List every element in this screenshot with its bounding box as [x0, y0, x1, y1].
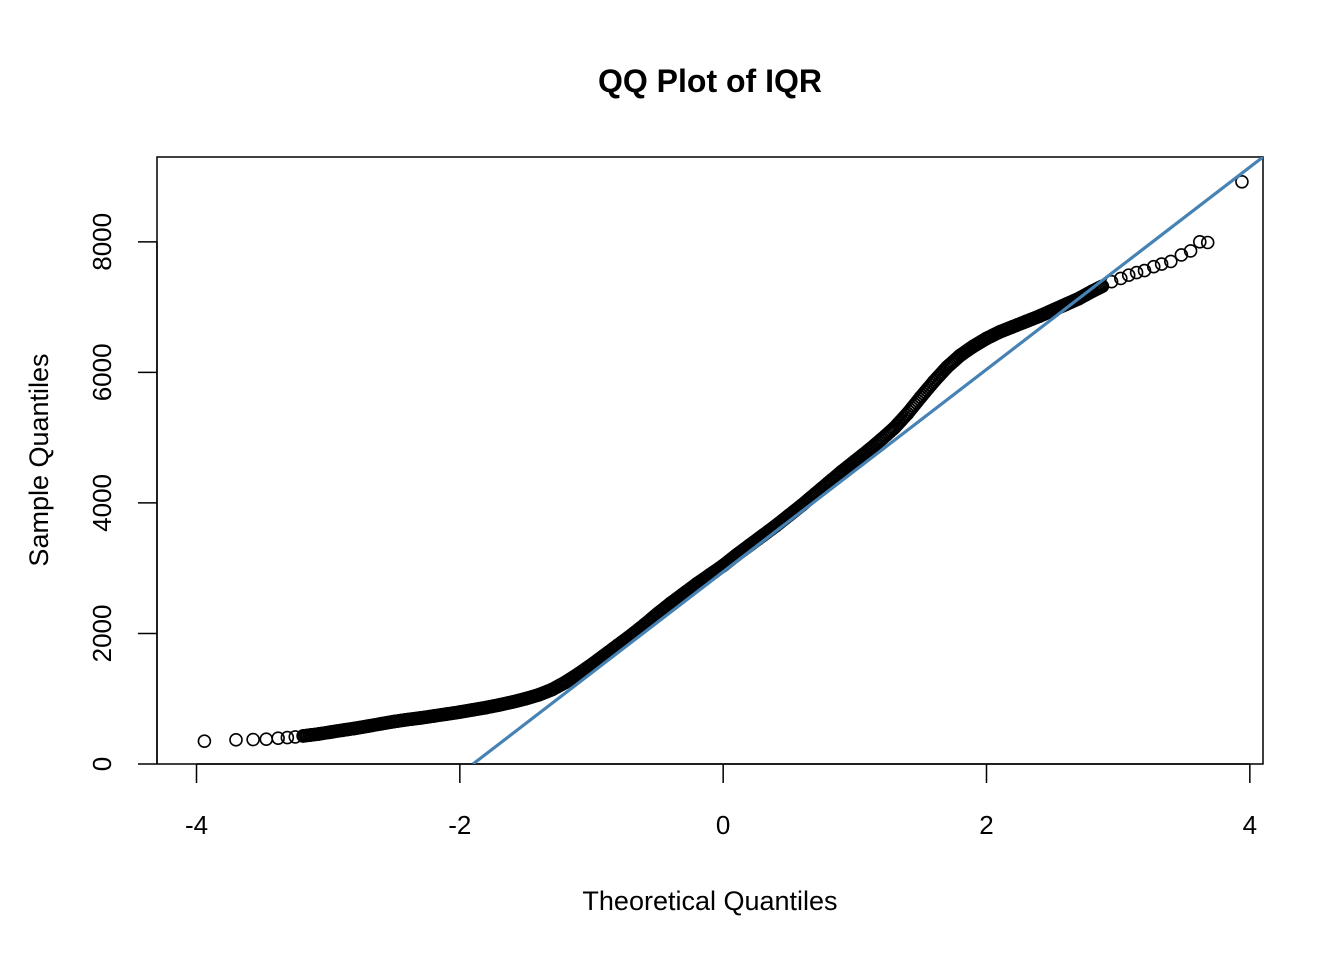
data-point: [690, 577, 704, 591]
data-point: [913, 390, 928, 404]
data-point: [271, 731, 285, 746]
data-point: [1174, 248, 1189, 262]
data-point: [259, 732, 274, 746]
x-tick-label: 0: [716, 810, 730, 840]
data-point: [834, 464, 849, 479]
data-point: [197, 734, 212, 748]
data-point: [1164, 254, 1178, 269]
data-point: [492, 698, 507, 712]
data-point: [360, 719, 375, 733]
data-point: [953, 348, 967, 363]
data-point: [1032, 309, 1046, 324]
data-point: [347, 721, 362, 736]
x-tick-label: 4: [1243, 810, 1257, 840]
data-point: [821, 475, 836, 490]
data-point: [374, 717, 388, 731]
y-tick-label: 0: [87, 757, 117, 771]
data-point: [426, 709, 441, 723]
data-point: [288, 730, 303, 744]
data-point: [887, 421, 902, 435]
x-axis-label: Theoretical Quantiles: [582, 886, 837, 916]
data-point: [571, 667, 586, 681]
plot-frame: [156, 156, 1264, 765]
data-point: [1146, 259, 1161, 274]
data-point: [304, 728, 318, 742]
reference-line: [472, 157, 1263, 764]
data-point: [558, 675, 572, 690]
x-tick-label: 2: [979, 810, 993, 840]
data-point: [979, 331, 994, 346]
data-point: [505, 695, 520, 709]
data-point: [900, 406, 915, 421]
data-point: [650, 607, 665, 621]
data-point: [1183, 244, 1198, 258]
reference-line-layer: [472, 157, 1263, 764]
y-tick-label: 2000: [87, 605, 117, 663]
data-point: [296, 729, 310, 743]
data-point: [400, 712, 414, 727]
data-point: [466, 703, 480, 717]
y-tick-label: 8000: [87, 213, 117, 271]
data-point: [927, 374, 941, 389]
data-point: [229, 733, 243, 747]
data-point: [940, 360, 954, 374]
data-point: [413, 711, 428, 725]
chart-title: QQ Plot of IQR: [598, 63, 822, 99]
data-point: [479, 700, 493, 715]
y-axis: 0 2000 4000 6000 8000: [87, 213, 158, 771]
data-point: [584, 657, 599, 672]
data-point: [874, 432, 888, 447]
data-point: [532, 688, 546, 702]
data-point: [1045, 303, 1060, 318]
data-point: [848, 454, 862, 468]
y-axis-label: Sample Quantiles: [24, 353, 54, 566]
x-tick-label: -2: [448, 810, 471, 840]
data-point: [1104, 274, 1119, 289]
data-point: [323, 725, 338, 739]
data-point: [280, 730, 295, 745]
data-points: [197, 175, 1249, 748]
data-point: [676, 586, 691, 601]
y-tick-label: 6000: [87, 343, 117, 401]
data-point: [1006, 319, 1020, 334]
data-point: [1137, 263, 1152, 278]
data-point: [387, 714, 401, 729]
x-axis: -4 -2 0 2 4: [185, 763, 1257, 840]
data-point: [334, 723, 349, 738]
data-point: [1129, 265, 1144, 280]
data-point: [246, 732, 260, 747]
data-point: [1071, 291, 1086, 306]
data-point: [1154, 257, 1169, 271]
data-point: [518, 691, 533, 706]
data-point: [663, 596, 678, 611]
data-point: [1121, 268, 1136, 282]
y-tick-label: 4000: [87, 474, 117, 532]
data-point: [861, 443, 875, 458]
x-tick-label: -4: [185, 810, 208, 840]
data-point: [1200, 235, 1215, 250]
data-point: [966, 339, 981, 354]
data-point: [545, 682, 559, 697]
data-point: [439, 707, 454, 721]
data-point: [453, 705, 467, 719]
data-point: [992, 325, 1007, 339]
data-point: [1019, 314, 1033, 329]
data-point: [1114, 271, 1128, 286]
data-point: [1235, 175, 1249, 189]
data-point: [1193, 235, 1207, 249]
